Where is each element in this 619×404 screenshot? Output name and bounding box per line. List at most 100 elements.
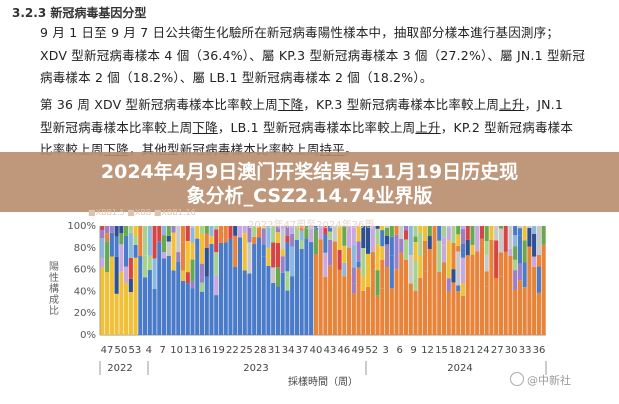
y-tick-label: 60% — [74, 265, 96, 276]
x-tick-label: 12 — [421, 345, 434, 356]
bar-segment — [162, 252, 166, 258]
bar-segment — [518, 280, 522, 335]
bar-segment — [134, 226, 138, 237]
bar-segment — [423, 226, 427, 241]
bar-segment — [380, 226, 384, 230]
bar-segment — [129, 292, 133, 335]
bar-segment — [475, 226, 479, 251]
bar-segment — [456, 226, 460, 234]
bar-segment — [399, 239, 403, 253]
bar-segment — [504, 226, 508, 252]
bar-segment — [451, 282, 455, 335]
bar-segment — [143, 256, 147, 278]
bar-segment — [461, 226, 465, 229]
bar-segment — [238, 238, 242, 335]
bar-segment — [489, 240, 493, 335]
bar-segment — [124, 236, 128, 267]
x-tick-label: 15 — [435, 345, 448, 356]
bar-segment — [470, 245, 474, 255]
bar-segment — [518, 236, 522, 264]
bar-segment — [333, 242, 337, 335]
bar-segment — [537, 226, 541, 255]
bar-segment — [428, 236, 432, 249]
bar-segment — [290, 276, 294, 335]
bar-segment — [461, 258, 465, 283]
bar-segment — [228, 226, 232, 239]
x-tick-label: 28 — [254, 345, 267, 356]
bar-segment — [228, 239, 232, 335]
bar-segment — [138, 256, 142, 335]
bar-segment — [195, 239, 199, 250]
bar-segment — [266, 266, 270, 335]
bar-segment — [276, 232, 280, 243]
bar-segment — [167, 236, 171, 242]
bar-segment — [214, 226, 218, 229]
bar-segment — [518, 264, 522, 281]
bar-segment — [314, 254, 318, 335]
paragraph-line: 型新冠病毒樣本比率較上周下降，LB.1 型新冠病毒樣本比率較上周上升，KP.2 … — [40, 117, 612, 140]
bar-segment — [342, 263, 346, 276]
x-tick-label: 40 — [310, 345, 323, 356]
bar-segment — [518, 228, 522, 236]
bar-segment — [110, 257, 114, 335]
bar-segment — [385, 226, 389, 228]
bar-segment — [399, 226, 403, 239]
bar-segment — [537, 255, 541, 267]
y-tick-label: 100% — [67, 221, 96, 232]
bar-segment — [243, 233, 247, 270]
bar-segment — [423, 241, 427, 271]
x-tick-label: 49 — [351, 345, 364, 356]
bar-segment — [115, 257, 119, 294]
bar-segment — [375, 244, 379, 270]
bar-segment — [281, 229, 285, 249]
bar-segment — [304, 239, 308, 335]
bar-segment — [262, 244, 266, 256]
bar-segment — [171, 270, 175, 335]
bar-segment — [205, 248, 209, 277]
bar-segment — [409, 255, 413, 283]
x-axis-label: 採樣時間（周） — [288, 375, 358, 388]
bar-segment — [152, 289, 156, 335]
bar-segment — [314, 230, 318, 255]
bar-segment — [338, 250, 342, 270]
bar-segment — [409, 283, 413, 335]
bar-segment — [499, 252, 503, 276]
bar-segment — [224, 226, 228, 243]
y-axis-label: 陽性構成比 — [48, 262, 60, 317]
bar-segment — [243, 226, 247, 233]
x-tick-label: 47 — [101, 345, 114, 356]
x-tick-label: 31 — [268, 345, 281, 356]
x-tick-label: 10 — [170, 345, 183, 356]
bar-segment — [115, 294, 119, 335]
bar-segment — [357, 267, 361, 335]
x-tick-label: 46 — [338, 345, 351, 356]
bar-segment — [134, 237, 138, 245]
x-tick-label: 25 — [240, 345, 253, 356]
year-label: 2024 — [447, 363, 472, 374]
bar-segment — [243, 270, 247, 335]
chart-legend: ■XBB1.5 ■XBB ■XBB1.16 — [88, 208, 196, 217]
year-label: 2023 — [243, 363, 268, 374]
bar-segment — [186, 264, 190, 272]
bar-segment — [499, 276, 503, 335]
x-tick-label: 36 — [533, 345, 546, 356]
bar-segment — [214, 275, 218, 295]
bar-segment — [124, 267, 128, 283]
bar-segment — [209, 226, 213, 236]
bar-segment — [119, 226, 123, 233]
bar-segment — [100, 267, 104, 335]
banner-title[interactable]: 2024年4月9日澳门开奖结果与11月19日历史现 象分析_CSZ2.14.74… — [0, 160, 619, 208]
bar-segment — [167, 242, 171, 256]
bar-segment — [518, 226, 522, 228]
bar-segment — [466, 255, 470, 335]
bar-segment — [148, 270, 152, 335]
bar-segment — [209, 236, 213, 244]
paragraph-line: 第 36 周 XDV 型新冠病毒樣本比率較上周下降，KP.3 型新冠病毒樣本比率… — [40, 94, 612, 117]
bar-segment — [523, 240, 527, 262]
x-tick-label: 9 — [410, 345, 416, 356]
bar-segment — [181, 226, 185, 242]
bar-segment — [162, 235, 166, 252]
banner-title-line: 2024年4月9日澳门开奖结果与11月19日历史现 — [0, 160, 619, 184]
bar-segment — [366, 287, 370, 335]
